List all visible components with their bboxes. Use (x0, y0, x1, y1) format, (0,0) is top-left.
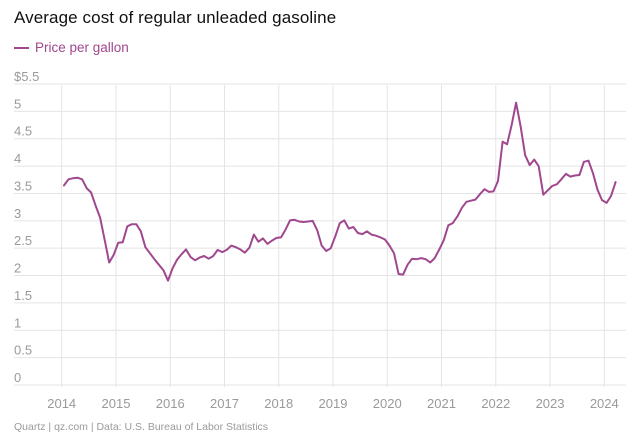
y-tick-label: 0 (14, 370, 21, 385)
legend-label: Price per gallon (35, 40, 129, 55)
series-group (63, 101, 617, 282)
y-gridlines (14, 83, 626, 386)
y-axis-tick-labels: 0 0.5 1 1.5 2 2.5 3 3.5 4 4.5 5 $5.5 (14, 69, 39, 385)
x-tick-label: 2022 (481, 396, 510, 411)
x-tick-label: 2021 (427, 396, 456, 411)
x-tick-label: 2023 (536, 396, 565, 411)
x-tick-label: 2018 (264, 396, 293, 411)
legend: Price per gallon (14, 40, 129, 55)
x-tick-label: 2014 (47, 396, 76, 411)
chart-title: Average cost of regular unleaded gasolin… (14, 8, 337, 27)
source-note: Quartz | qz.com | Data: U.S. Bureau of L… (14, 421, 269, 433)
series-line-price-per-gallon (63, 101, 617, 282)
x-tick-label: 2019 (319, 396, 348, 411)
y-tick-label: 1.5 (14, 288, 32, 303)
y-tick-label: 2 (14, 261, 21, 276)
y-tick-label: 2.5 (14, 233, 32, 248)
y-tick-label: 0.5 (14, 343, 32, 358)
legend-swatch (14, 46, 29, 49)
y-tick-label: 4 (14, 151, 21, 166)
y-tick-label: 1 (14, 315, 21, 330)
y-tick-label: 5 (14, 96, 21, 111)
x-tick-label: 2016 (156, 396, 185, 411)
x-tick-label: 2017 (210, 396, 239, 411)
x-gridlines (61, 85, 605, 387)
x-axis-tick-labels: 2014 2015 2016 2017 2018 2019 2020 2021 2022 2023… (47, 396, 619, 411)
x-tick-label: 2024 (590, 396, 619, 411)
y-tick-label: 3.5 (14, 178, 32, 193)
y-tick-label: $5.5 (14, 69, 39, 84)
y-tick-label: 4.5 (14, 124, 32, 139)
x-tick-label: 2015 (102, 396, 131, 411)
x-tick-label: 2020 (373, 396, 402, 411)
y-tick-label: 3 (14, 206, 21, 221)
